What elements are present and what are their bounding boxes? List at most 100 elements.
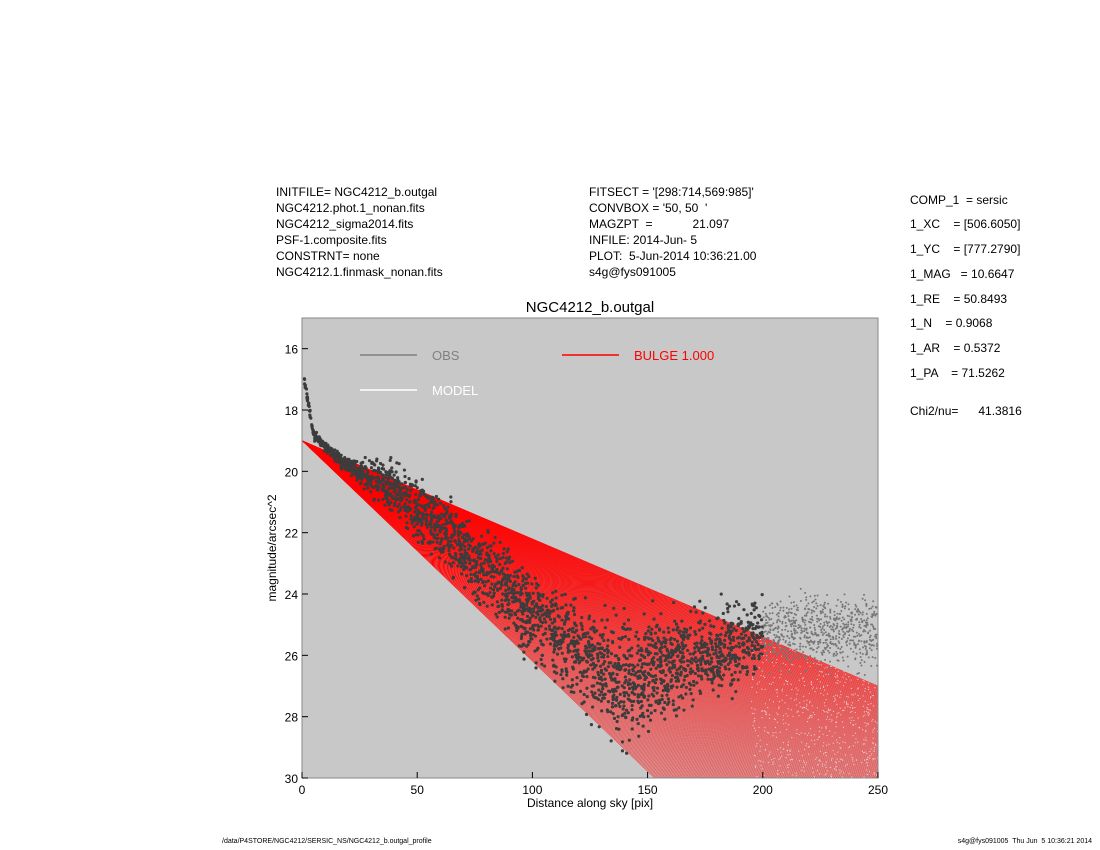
model-point — [802, 678, 804, 680]
obs-point — [716, 616, 720, 620]
obs-point — [639, 653, 643, 657]
obs-point — [595, 681, 600, 685]
model-point — [795, 687, 797, 689]
obs-point — [603, 603, 607, 607]
obs-point — [723, 633, 727, 638]
obs-point — [459, 545, 463, 549]
obs-point — [532, 607, 536, 611]
obs-point — [845, 641, 848, 644]
model-point — [825, 726, 827, 728]
obs-point — [567, 617, 571, 621]
obs-point — [701, 650, 705, 654]
obs-point — [488, 544, 492, 548]
obs-point — [641, 714, 646, 719]
obs-point — [498, 586, 503, 590]
obs-point — [651, 599, 655, 603]
obs-point — [793, 627, 796, 630]
obs-point — [856, 611, 859, 614]
obs-point — [726, 606, 730, 611]
obs-point — [865, 640, 868, 643]
obs-point — [413, 515, 417, 519]
model-point — [776, 689, 778, 691]
obs-point — [373, 463, 377, 467]
obs-point — [618, 664, 622, 668]
model-point — [839, 681, 841, 683]
model-point — [838, 712, 840, 714]
obs-point — [699, 641, 703, 645]
model-point — [868, 770, 871, 773]
obs-point — [543, 631, 547, 635]
obs-point — [658, 657, 663, 661]
obs-point — [440, 523, 445, 527]
obs-point — [366, 486, 370, 490]
obs-point — [383, 489, 387, 493]
model-point — [869, 697, 872, 699]
obs-point — [463, 560, 467, 564]
obs-point — [783, 647, 786, 650]
obs-point — [506, 575, 510, 579]
obs-point — [572, 690, 576, 694]
obs-point — [824, 658, 827, 661]
model-point — [819, 730, 821, 732]
obs-point — [814, 628, 817, 631]
obs-point — [583, 670, 587, 674]
obs-point — [533, 623, 537, 627]
obs-point — [829, 616, 832, 619]
obs-point — [512, 574, 516, 579]
obs-point — [726, 610, 730, 614]
x-tick-label: 100 — [522, 783, 542, 797]
obs-point — [689, 667, 693, 671]
obs-point — [817, 643, 820, 646]
model-point — [775, 689, 777, 691]
model-point — [846, 702, 848, 704]
header-line: NGC4212_sigma2014.fits — [276, 217, 414, 231]
obs-point — [377, 485, 381, 489]
obs-point — [472, 558, 477, 562]
obs-point — [843, 623, 846, 626]
obs-point — [874, 614, 877, 617]
obs-point — [718, 637, 722, 641]
obs-point — [777, 641, 780, 644]
obs-point — [335, 449, 339, 453]
obs-point — [375, 476, 379, 480]
obs-point — [849, 639, 852, 642]
obs-point — [854, 608, 857, 611]
model-point — [842, 759, 844, 761]
model-point — [825, 761, 827, 763]
obs-point — [563, 659, 567, 664]
obs-point — [786, 658, 789, 661]
obs-point — [774, 627, 777, 630]
obs-point — [747, 625, 751, 629]
model-point — [818, 664, 820, 666]
model-point — [852, 707, 854, 709]
obs-point — [787, 611, 790, 614]
obs-point — [417, 503, 421, 507]
obs-point — [865, 619, 868, 622]
obs-point — [685, 673, 689, 678]
obs-point — [554, 630, 558, 634]
obs-point — [496, 588, 500, 592]
obs-point — [756, 642, 760, 647]
obs-point — [534, 666, 538, 670]
obs-point — [838, 617, 841, 620]
obs-point — [333, 453, 337, 457]
obs-point — [830, 628, 833, 631]
obs-point — [788, 637, 791, 640]
obs-point — [639, 706, 643, 710]
obs-point — [676, 654, 680, 658]
obs-point — [813, 594, 816, 597]
obs-point — [503, 610, 508, 614]
obs-point — [811, 609, 814, 612]
obs-point — [593, 645, 597, 649]
obs-point — [521, 612, 525, 616]
obs-point — [650, 657, 654, 662]
model-point — [851, 710, 853, 713]
obs-point — [695, 641, 699, 645]
obs-point — [737, 616, 741, 621]
obs-point — [506, 587, 511, 591]
obs-point — [797, 624, 800, 627]
obs-point — [639, 658, 643, 662]
obs-point — [701, 626, 705, 630]
chi2: Chi2/nu= 41.3816 — [910, 404, 1022, 418]
model-point — [780, 670, 782, 672]
